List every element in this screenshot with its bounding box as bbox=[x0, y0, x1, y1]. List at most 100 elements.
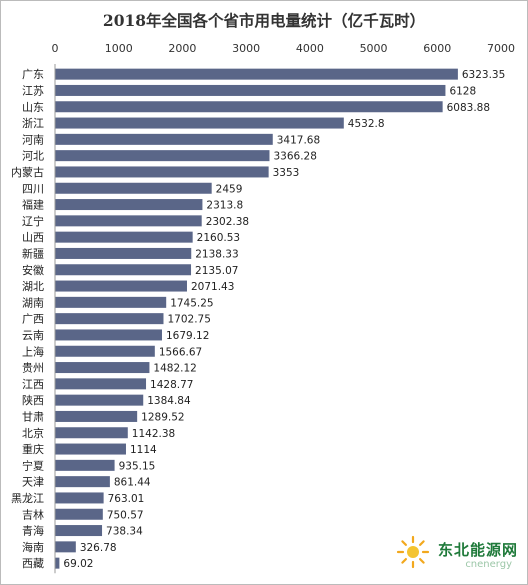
bar bbox=[55, 313, 164, 325]
value-label: 1428.77 bbox=[150, 379, 193, 391]
watermark: 东北能源网 cnenergy bbox=[396, 535, 518, 579]
bar bbox=[55, 459, 115, 471]
x-tick-label: 1000 bbox=[105, 42, 133, 55]
bar bbox=[55, 215, 202, 227]
bar bbox=[55, 443, 126, 455]
value-label: 2459 bbox=[216, 183, 243, 195]
bar bbox=[55, 264, 192, 276]
x-tick-label: 3000 bbox=[232, 42, 260, 55]
value-label: 1114 bbox=[130, 444, 157, 456]
value-label: 6323.35 bbox=[462, 69, 505, 81]
watermark-text: 东北能源网 bbox=[437, 541, 518, 559]
category-label: 黑龙江 bbox=[11, 492, 44, 505]
value-label: 1566.67 bbox=[159, 346, 202, 358]
bar bbox=[55, 117, 344, 129]
value-label: 750.57 bbox=[107, 509, 144, 521]
category-label: 广西 bbox=[22, 313, 44, 326]
category-label: 广东 bbox=[22, 68, 44, 81]
category-label: 江苏 bbox=[22, 84, 44, 97]
category-label: 新疆 bbox=[22, 246, 44, 260]
category-label: 河北 bbox=[22, 150, 44, 163]
bar bbox=[55, 427, 128, 439]
category-label: 山西 bbox=[22, 231, 44, 244]
bar bbox=[55, 394, 144, 406]
bar bbox=[55, 541, 76, 553]
bar bbox=[55, 525, 103, 537]
bars-group bbox=[55, 68, 458, 569]
bar bbox=[55, 133, 273, 145]
category-label: 海南 bbox=[22, 540, 44, 554]
value-label: 3366.28 bbox=[273, 151, 316, 163]
value-label: 861.44 bbox=[114, 477, 151, 489]
value-label: 738.34 bbox=[106, 526, 143, 538]
category-label: 安徽 bbox=[22, 263, 44, 277]
x-tick-label: 7000 bbox=[487, 42, 515, 55]
category-label: 重庆 bbox=[22, 442, 44, 456]
value-label: 326.78 bbox=[80, 542, 117, 554]
category-label: 陕西 bbox=[22, 393, 44, 407]
value-label: 1482.12 bbox=[153, 363, 196, 375]
value-label: 69.02 bbox=[63, 558, 93, 570]
bar bbox=[55, 476, 110, 488]
category-label: 吉林 bbox=[22, 507, 44, 521]
value-label: 2160.53 bbox=[197, 232, 240, 244]
category-label: 辽宁 bbox=[22, 214, 44, 228]
value-label: 1702.75 bbox=[167, 314, 210, 326]
category-label: 江西 bbox=[22, 378, 44, 391]
value-label: 6128 bbox=[449, 85, 476, 97]
bar bbox=[55, 410, 138, 422]
category-label: 甘肃 bbox=[22, 410, 44, 423]
bar bbox=[55, 508, 103, 520]
watermark-subtext: cnenergy bbox=[465, 559, 512, 570]
category-label: 上海 bbox=[22, 344, 44, 358]
value-label: 3417.68 bbox=[277, 134, 320, 146]
x-tick-label: 6000 bbox=[423, 42, 451, 55]
bar bbox=[55, 329, 162, 341]
category-label: 青海 bbox=[22, 524, 44, 538]
value-label: 1289.52 bbox=[141, 411, 184, 423]
bar bbox=[55, 557, 60, 569]
value-label: 1142.38 bbox=[132, 428, 175, 440]
value-label: 3353 bbox=[273, 167, 300, 179]
bar bbox=[55, 345, 155, 357]
category-label: 天津 bbox=[22, 476, 44, 489]
category-label: 内蒙古 bbox=[11, 165, 44, 179]
bar bbox=[55, 68, 458, 80]
value-label: 763.01 bbox=[108, 493, 145, 505]
value-label: 4532.8 bbox=[348, 118, 385, 130]
bar bbox=[55, 296, 167, 308]
sun-icon bbox=[396, 535, 430, 569]
value-label: 2302.38 bbox=[206, 216, 249, 228]
value-label: 6083.88 bbox=[447, 102, 490, 114]
value-label: 1679.12 bbox=[166, 330, 209, 342]
category-label: 湖南 bbox=[22, 296, 44, 309]
category-label: 福建 bbox=[22, 198, 44, 212]
category-label: 山东 bbox=[22, 101, 44, 114]
bar bbox=[55, 378, 147, 390]
category-labels: 广东江苏山东浙江河南河北内蒙古四川福建辽宁山西新疆安徽湖北湖南广西云南上海贵州江… bbox=[11, 68, 44, 570]
value-label: 2313.8 bbox=[206, 200, 243, 212]
chart-title: 2018年全国各个省市用电量统计（亿千瓦时） bbox=[103, 11, 425, 30]
bar bbox=[55, 166, 269, 178]
category-label: 浙江 bbox=[22, 117, 44, 130]
value-label: 2138.33 bbox=[195, 248, 238, 260]
bar bbox=[55, 101, 443, 113]
category-label: 宁夏 bbox=[22, 458, 44, 472]
category-label: 贵州 bbox=[22, 362, 44, 375]
x-tick-label: 2000 bbox=[168, 42, 196, 55]
bar bbox=[55, 84, 446, 96]
category-label: 西藏 bbox=[22, 557, 44, 570]
value-label: 1384.84 bbox=[147, 395, 191, 407]
bar bbox=[55, 231, 193, 243]
bar bbox=[55, 280, 187, 292]
bar bbox=[55, 247, 192, 259]
x-tick-label: 4000 bbox=[296, 42, 324, 55]
x-tick-label: 0 bbox=[52, 42, 59, 55]
bar bbox=[55, 362, 150, 374]
bar bbox=[55, 492, 104, 504]
value-label: 935.15 bbox=[119, 460, 156, 472]
value-labels: 6323.35 6128 6083.88 4532.8 3417.68 3366.28 33… bbox=[63, 69, 505, 570]
x-axis-ticks: 0 1000 2000 3000 4000 5000 6000 7000 bbox=[52, 42, 516, 55]
